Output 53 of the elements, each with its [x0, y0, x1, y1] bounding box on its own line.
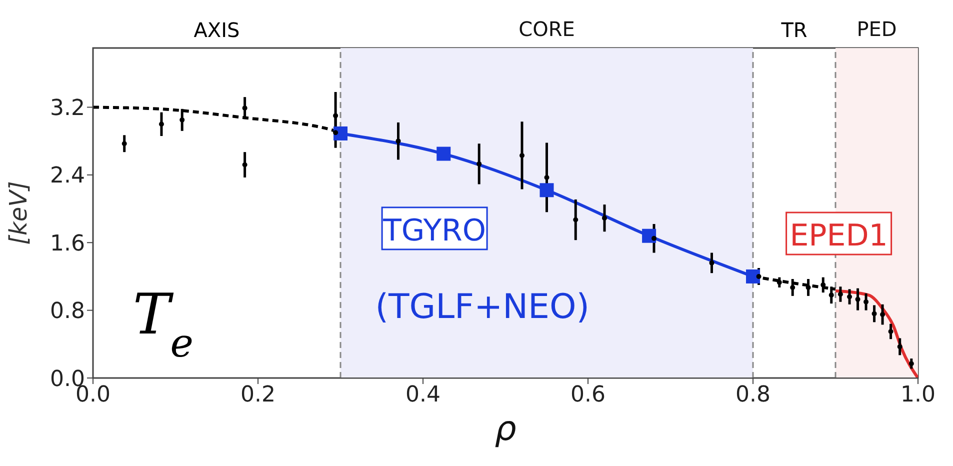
annotation: EPED1	[790, 218, 888, 254]
point	[709, 260, 714, 266]
point	[242, 162, 248, 168]
y-tick-label: 0.8	[50, 299, 85, 324]
point	[838, 292, 843, 297]
point	[746, 269, 760, 284]
y-axis-title: [keV]	[4, 181, 33, 245]
y-tick-label: 2.4	[50, 164, 85, 189]
point	[828, 292, 834, 298]
point	[242, 106, 248, 111]
point	[436, 146, 451, 161]
text: TR	[780, 18, 808, 42]
point	[333, 113, 338, 118]
x-tick-label: 0.8	[736, 382, 770, 408]
x-tick-label: 0.6	[570, 382, 606, 408]
x-axis-title: ρ	[494, 409, 517, 449]
band-label: PED	[856, 17, 897, 41]
x-tick-label: 1.0	[900, 382, 936, 408]
point	[880, 312, 886, 318]
point	[820, 282, 826, 288]
annotation: TGYRO	[382, 213, 486, 248]
point	[855, 296, 860, 302]
point	[897, 344, 902, 350]
point	[573, 217, 578, 222]
point	[544, 174, 550, 180]
band-label: CORE	[518, 17, 575, 41]
point	[476, 161, 482, 166]
point	[540, 183, 554, 198]
text: AXIS	[194, 18, 240, 42]
annotation: T$_{e}$	[132, 282, 194, 366]
x-tick-label: 0.4	[406, 382, 440, 408]
point	[642, 228, 656, 243]
point	[122, 141, 127, 146]
point	[888, 328, 894, 334]
point	[908, 361, 914, 366]
point	[872, 311, 877, 316]
annotation: (TGLF+NEO)	[375, 286, 590, 327]
y-tick-label: 1.6	[50, 231, 85, 256]
point	[602, 216, 607, 221]
point	[396, 138, 401, 144]
point	[652, 236, 656, 241]
x-tick-label: 0.2	[240, 382, 276, 408]
point	[790, 284, 796, 290]
y-tick-label: 3.2	[50, 96, 85, 122]
point	[776, 280, 782, 285]
point	[806, 284, 811, 290]
point	[520, 152, 524, 158]
point	[180, 117, 185, 122]
point	[756, 274, 762, 279]
point	[333, 130, 338, 136]
point	[864, 299, 869, 304]
point	[847, 294, 852, 300]
point	[158, 122, 164, 127]
